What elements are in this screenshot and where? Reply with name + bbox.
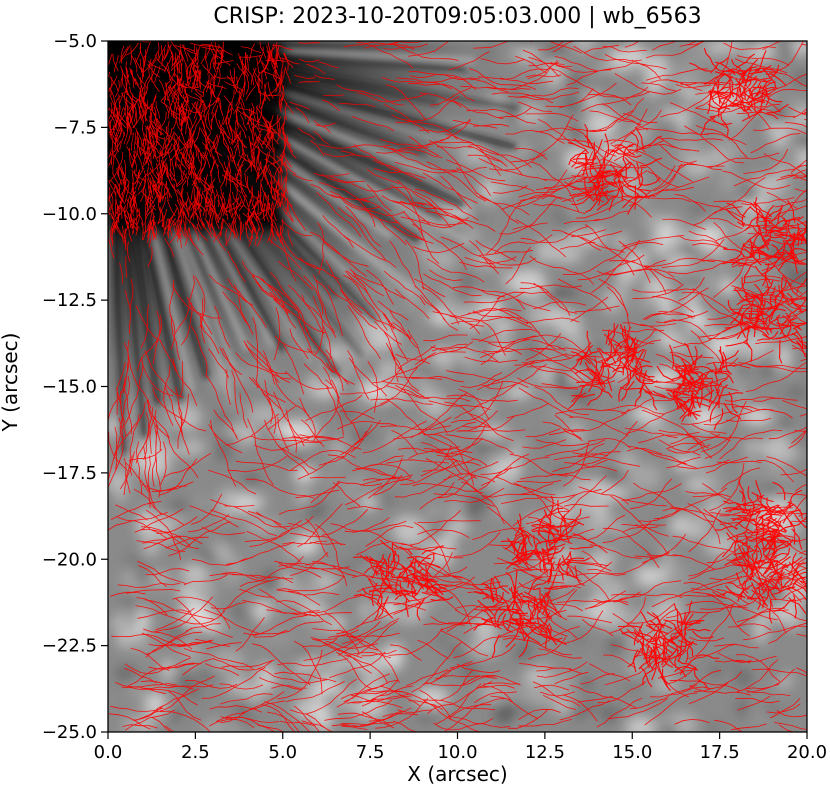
y-tick-label: −17.5: [42, 463, 97, 484]
x-tick-label: 20.0: [787, 742, 827, 763]
y-tick-label: −10.0: [42, 204, 97, 225]
x-tick-label: 15.0: [612, 742, 652, 763]
x-tick-label: 5.0: [268, 742, 297, 763]
x-tick-label: 10.0: [437, 742, 477, 763]
y-tick-label: −20.0: [42, 549, 97, 570]
y-tick-label: −12.5: [42, 290, 97, 311]
x-tick-label: 17.5: [700, 742, 740, 763]
y-axis: −5.0 −7.5 −10.0 −12.5 −15.0 −17.5 −20.0 −22.5 −2…: [42, 31, 108, 743]
fibril-overlay: [108, 41, 807, 732]
y-tick-label: −25.0: [42, 722, 97, 743]
y-axis-label: Y (arcsec): [0, 332, 22, 432]
x-axis: 0.0 2.5 5.0 7.5 10.0 12.5 15.0 17.5 20.0: [94, 732, 827, 763]
y-tick-label: −7.5: [53, 117, 97, 138]
y-tick-label: −22.5: [42, 636, 97, 657]
y-tick-label: −15.0: [42, 377, 97, 398]
chart-title: CRISP: 2023-10-20T09:05:03.000 | wb_6563: [213, 4, 702, 29]
x-tick-label: 0.0: [94, 742, 123, 763]
x-tick-label: 2.5: [181, 742, 210, 763]
x-tick-label: 7.5: [356, 742, 385, 763]
y-tick-label: −5.0: [53, 31, 97, 52]
x-tick-label: 12.5: [525, 742, 565, 763]
x-axis-label: X (arcsec): [407, 762, 508, 786]
